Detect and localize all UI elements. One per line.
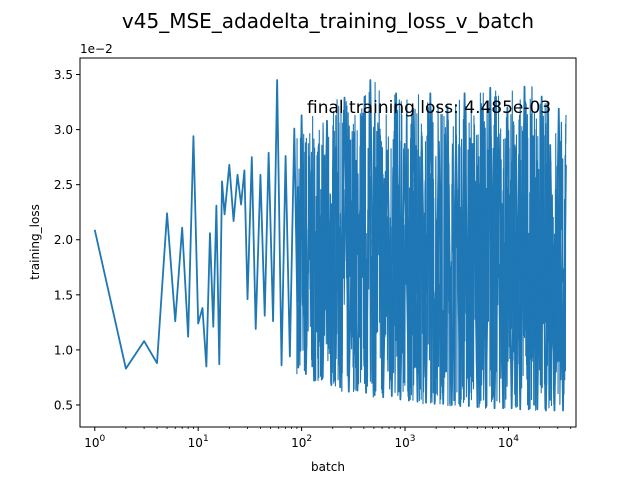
x-tick-label-exponent: 2 bbox=[306, 434, 312, 444]
x-tick-label: 103 bbox=[395, 434, 416, 450]
x-tick-label-base: 10 bbox=[395, 436, 410, 450]
y-tick-label: 2.0 bbox=[54, 233, 73, 247]
y-tick-label: 3.0 bbox=[54, 123, 73, 137]
series-layer bbox=[93, 79, 567, 412]
x-tick-label: 102 bbox=[291, 434, 312, 450]
x-tick-label-exponent: 1 bbox=[203, 434, 209, 444]
x-axis-label: batch bbox=[311, 460, 345, 474]
x-tick-label-base: 10 bbox=[84, 436, 99, 450]
training-loss-series-line bbox=[93, 79, 567, 412]
y-tick-label: 0.5 bbox=[54, 398, 73, 412]
x-tick-label-base: 10 bbox=[188, 436, 203, 450]
y-axis-offset-label: 1e−2 bbox=[80, 42, 113, 56]
dense-line-segment bbox=[296, 81, 567, 411]
y-axis-label: training_loss bbox=[28, 204, 42, 280]
y-tick-label: 3.5 bbox=[54, 68, 73, 82]
dense-data-band bbox=[296, 81, 567, 411]
x-tick-label-exponent: 0 bbox=[100, 434, 106, 444]
x-tick-label-exponent: 3 bbox=[410, 434, 416, 444]
x-tick-label: 100 bbox=[84, 434, 105, 450]
chart-title: v45_MSE_adadelta_training_loss_v_batch bbox=[122, 9, 534, 33]
x-tick-label-base: 10 bbox=[291, 436, 306, 450]
final-loss-annotation: final training loss: 4.485e-03 bbox=[307, 98, 551, 118]
x-axis: 100 101 102 103 104 bbox=[84, 427, 572, 450]
x-tick-label-exponent: 4 bbox=[513, 434, 519, 444]
y-axis: 0.5 1.0 1.5 2.0 2.5 3.0 3.5 bbox=[54, 68, 80, 412]
y-tick-label: 2.5 bbox=[54, 178, 73, 192]
y-tick-label: 1.5 bbox=[54, 288, 73, 302]
y-tick-label: 1.0 bbox=[54, 343, 73, 357]
x-tick-label-base: 10 bbox=[498, 436, 513, 450]
x-tick-label: 101 bbox=[188, 434, 209, 450]
x-tick-label: 104 bbox=[498, 434, 519, 450]
plot-area-frame bbox=[79, 57, 577, 428]
